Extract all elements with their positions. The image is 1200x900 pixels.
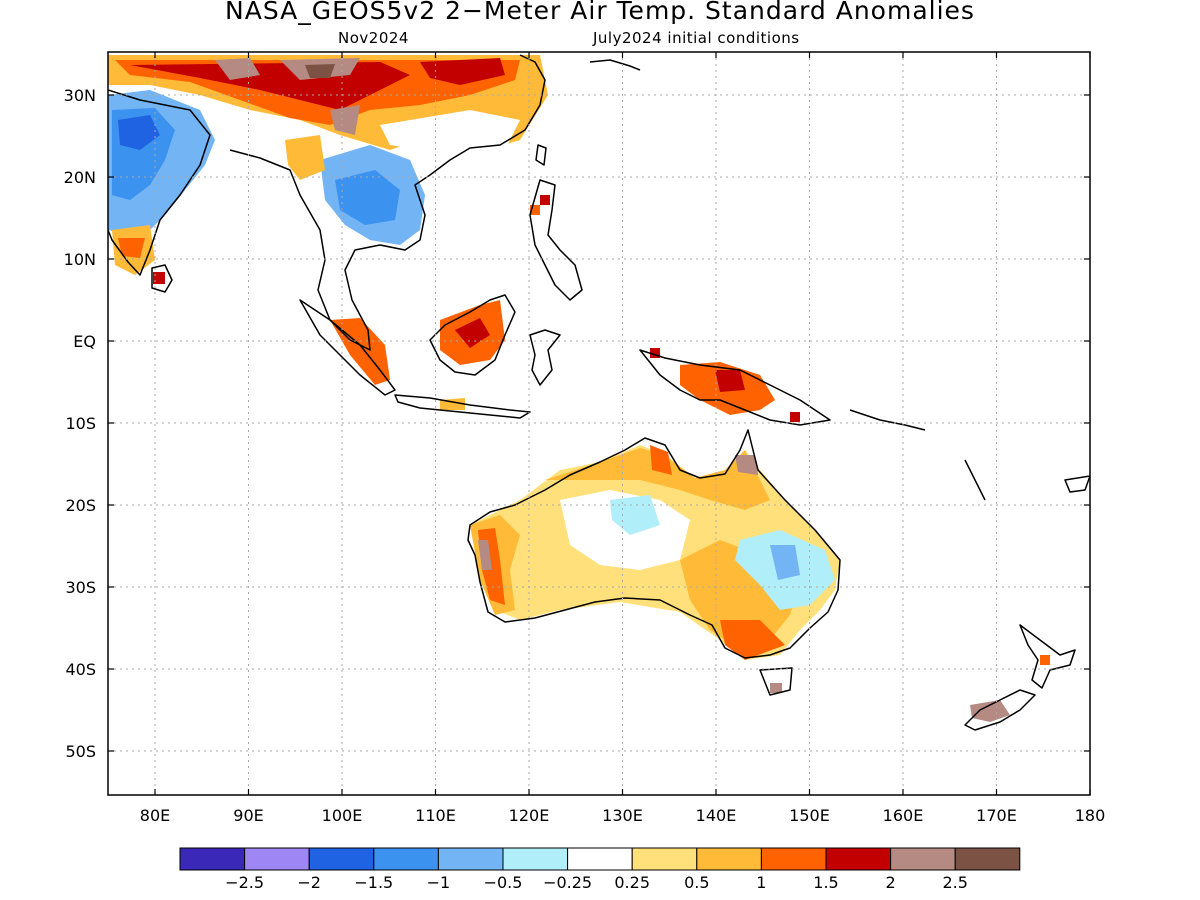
neutral-region <box>380 110 520 160</box>
lat-tick-label: 30S <box>65 578 96 597</box>
warm-anomaly-region <box>970 700 1010 722</box>
warm-anomaly-region <box>790 412 800 422</box>
lon-tick-label: 90E <box>233 806 263 825</box>
lat-tick-label: 10S <box>65 414 96 433</box>
warm-anomaly-region <box>118 238 145 258</box>
new-zealand-south-outline <box>964 689 1036 731</box>
colorbar-swatch <box>631 847 698 871</box>
warm-anomaly-region <box>1040 655 1050 665</box>
lon-tick-label: 180 <box>1075 806 1106 825</box>
colorbar-label: 1.5 <box>813 873 838 892</box>
warm-anomaly-region <box>720 620 785 660</box>
warm-anomaly-region <box>305 64 335 78</box>
lat-tick-label: 50S <box>65 742 96 761</box>
java-outline <box>394 394 531 419</box>
cool-anomaly-region <box>770 545 800 580</box>
lat-tick-label: 20S <box>65 496 96 515</box>
initial-conditions: July2024 initial conditions <box>593 29 800 47</box>
colorbar-label: −0.5 <box>484 873 523 892</box>
colorbar-swatch <box>567 847 633 871</box>
cool-anomaly-region <box>335 170 400 225</box>
colorbar <box>179 847 1021 871</box>
warm-anomaly-region <box>545 448 770 510</box>
lat-tick-label: 10N <box>64 250 96 269</box>
lon-tick-label: 130E <box>602 806 643 825</box>
philippines-outline <box>529 179 583 301</box>
warm-anomaly-region <box>285 135 325 180</box>
colorbar-labels: −2.5 −2 −1.5 −1 −0.5 −0.25 0.25 0.5 1 1.5 2 2.5 <box>225 873 968 892</box>
warm-anomaly-region <box>540 195 550 205</box>
colorbar-label: 0.5 <box>684 873 709 892</box>
australia-coastline <box>467 429 841 659</box>
colorbar-swatch <box>179 847 246 871</box>
colorbar-swatch <box>954 847 1021 871</box>
warm-anomaly-region <box>215 58 260 80</box>
warm-anomaly-region <box>420 58 505 85</box>
lat-tick-label: 20N <box>64 168 96 187</box>
sri-lanka-outline <box>151 264 173 293</box>
colorbar-swatch <box>502 847 569 871</box>
colorbar-swatch <box>244 847 310 871</box>
cool-anomaly-region <box>610 495 660 535</box>
colorbar-label: −2.5 <box>225 873 264 892</box>
coastline-layer <box>108 54 1090 731</box>
colorbar-swatch <box>825 847 892 871</box>
colorbar-label: −1 <box>427 873 451 892</box>
warm-anomaly-region <box>770 683 782 693</box>
lat-tick-label: 30N <box>64 86 96 105</box>
warm-anomaly-region <box>735 455 758 475</box>
map-title: NASA_GEOS5v2 2−Meter Air Temp. Standard … <box>225 0 975 25</box>
colorbar-label: 2.5 <box>942 873 967 892</box>
colorbar-label: 2 <box>886 873 896 892</box>
graticule <box>108 52 1090 795</box>
asia-coastline <box>229 54 546 351</box>
warm-anomaly-region <box>153 272 165 284</box>
colorbar-swatch <box>373 847 439 871</box>
lon-tick-label: 150E <box>789 806 830 825</box>
asia-coastline <box>108 89 211 276</box>
lat-tick-label: 40S <box>65 660 96 679</box>
anomaly-field-layer <box>108 55 1050 722</box>
vanuatu-outline <box>964 459 986 501</box>
sumatra-outline <box>299 299 396 396</box>
colorbar-swatch <box>437 847 504 871</box>
borneo-outline <box>429 294 516 376</box>
colorbar-label: −0.25 <box>543 873 592 892</box>
latitude-axis: 30N 20N 10N EQ 10S 20S 30S 40S 50S <box>64 86 96 761</box>
new-guinea-outline <box>639 349 831 426</box>
lon-tick-label: 120E <box>509 806 550 825</box>
solomon-islands-outline <box>849 409 926 431</box>
forecast-month: Nov2024 <box>338 29 409 47</box>
colorbar-swatch <box>308 847 375 871</box>
longitude-axis: 80E 90E 100E 110E 120E 130E 140E 150E 160E 170E 18… <box>140 806 1106 825</box>
colorbar-label: −1.5 <box>354 873 393 892</box>
warm-anomaly-region <box>650 445 672 475</box>
new-zealand-north-outline <box>1019 624 1076 689</box>
warm-anomaly-region <box>478 540 492 570</box>
taiwan-outline <box>535 144 547 166</box>
lon-tick-label: 80E <box>140 806 170 825</box>
lon-tick-label: 170E <box>976 806 1017 825</box>
colorbar-swatch <box>890 847 956 871</box>
colorbar-label: −2 <box>297 873 321 892</box>
sulawesi-outline <box>529 329 561 386</box>
warm-anomaly-region <box>650 348 660 358</box>
warm-anomaly-region <box>330 105 360 135</box>
colorbar-label: 1 <box>756 873 766 892</box>
lat-tick-label: EQ <box>73 332 96 351</box>
warm-anomaly-region <box>715 370 745 392</box>
colorbar-swatch <box>760 847 827 871</box>
axis-ticks <box>108 52 1091 795</box>
lon-tick-label: 110E <box>415 806 456 825</box>
japan-outline <box>589 59 641 71</box>
cool-anomaly-region <box>118 115 160 150</box>
lon-tick-label: 140E <box>696 806 737 825</box>
colorbar-label: 0.25 <box>614 873 650 892</box>
fiji-outline <box>1064 475 1090 493</box>
lon-tick-label: 160E <box>883 806 924 825</box>
warm-anomaly-region <box>530 205 540 215</box>
lon-tick-label: 100E <box>322 806 363 825</box>
colorbar-swatch <box>696 847 762 871</box>
